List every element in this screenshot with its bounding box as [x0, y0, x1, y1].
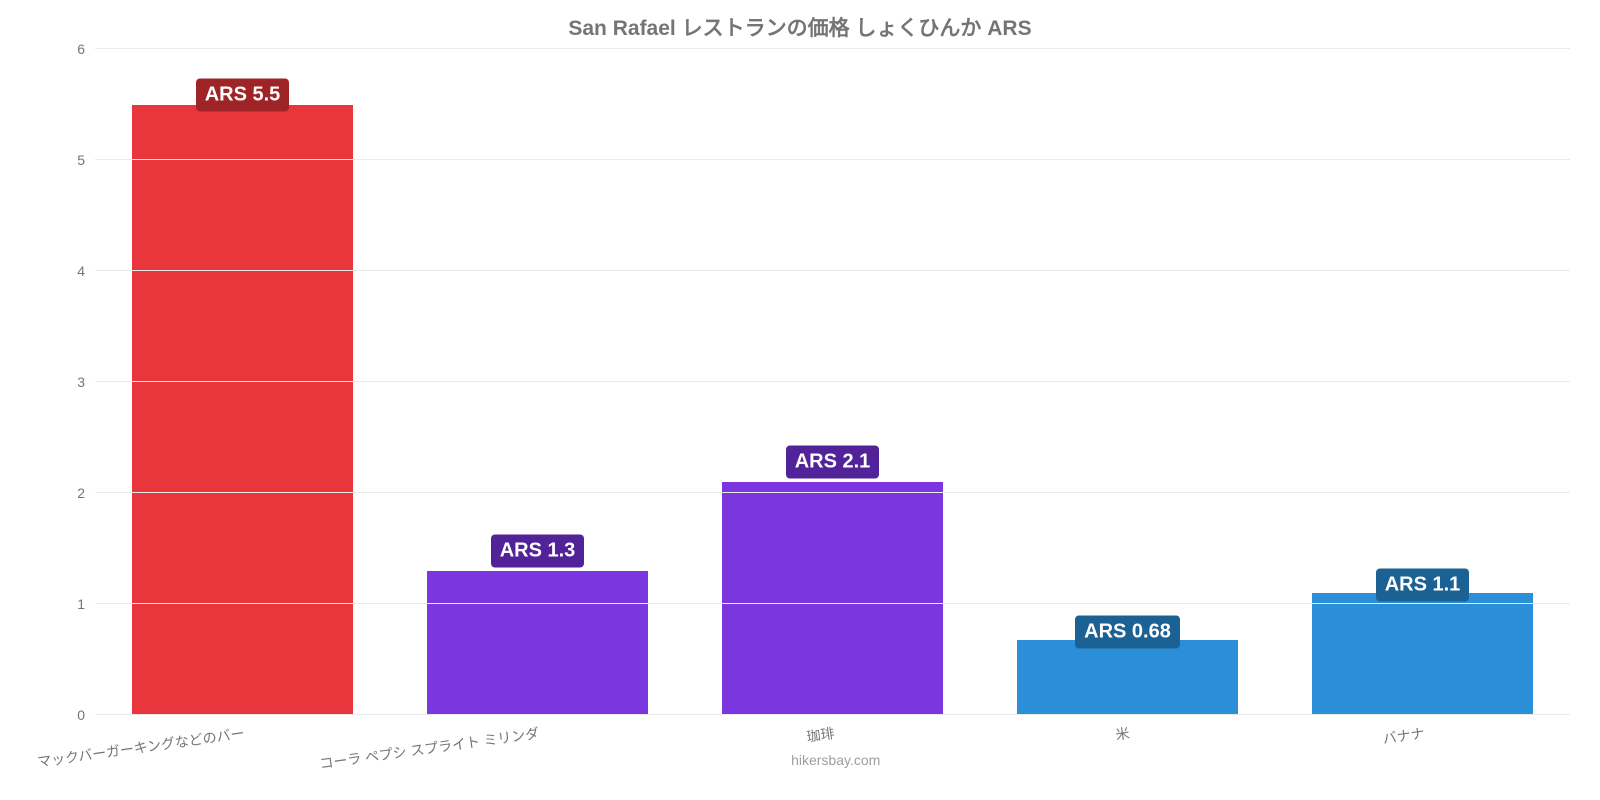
xtick-label: 米	[1114, 723, 1131, 745]
value-badge: ARS 5.5	[196, 78, 290, 111]
bar-slot: ARS 1.3	[390, 49, 685, 715]
value-badge: ARS 1.1	[1376, 568, 1470, 601]
ytick-label: 2	[77, 485, 95, 501]
xtick-label: 珈琲	[805, 723, 836, 747]
bar: ARS 5.5	[132, 105, 353, 716]
bars-group: ARS 5.5 ARS 1.3 ARS 2.1 ARS 0.68 ARS 1.1	[95, 49, 1570, 715]
xtick-label: コーラ ペプシ スプライト ミリンダ	[318, 723, 540, 774]
value-badge: ARS 2.1	[786, 445, 880, 478]
ytick-label: 1	[77, 596, 95, 612]
ytick-label: 4	[77, 263, 95, 279]
ytick-label: 0	[77, 707, 95, 723]
value-badge: ARS 1.3	[491, 534, 585, 567]
price-chart: San Rafael レストランの価格 しょくひんか ARS ARS 5.5AR…	[0, 0, 1600, 800]
ytick-label: 5	[77, 152, 95, 168]
ytick-label: 6	[77, 41, 95, 57]
bar: ARS 0.68	[1017, 640, 1238, 715]
gridline: 4	[95, 270, 1570, 271]
gridline: 2	[95, 492, 1570, 493]
bar: ARS 1.1	[1312, 593, 1533, 715]
gridline: 1	[95, 603, 1570, 604]
bar-slot: ARS 0.68	[980, 49, 1275, 715]
gridline: 3	[95, 381, 1570, 382]
bar-slot: ARS 1.1	[1275, 49, 1570, 715]
bar: ARS 2.1	[722, 482, 943, 715]
plot-area: ARS 5.5ARS 1.3ARS 2.1ARS 0.68ARS 1.1 012…	[95, 48, 1570, 715]
xtick-label: マックバーガーキングなどのバー	[36, 723, 246, 772]
bar: ARS 1.3	[427, 571, 648, 715]
value-badge: ARS 0.68	[1075, 615, 1180, 648]
source-attribution: hikersbay.com	[791, 752, 880, 768]
chart-title: San Rafael レストランの価格 しょくひんか ARS	[0, 0, 1600, 42]
bar-slot: ARS 2.1	[685, 49, 980, 715]
ytick-label: 3	[77, 374, 95, 390]
gridline: 6	[95, 48, 1570, 49]
bar-slot: ARS 5.5	[95, 49, 390, 715]
gridline: 5	[95, 159, 1570, 160]
xtick-label: バナナ	[1381, 723, 1425, 749]
